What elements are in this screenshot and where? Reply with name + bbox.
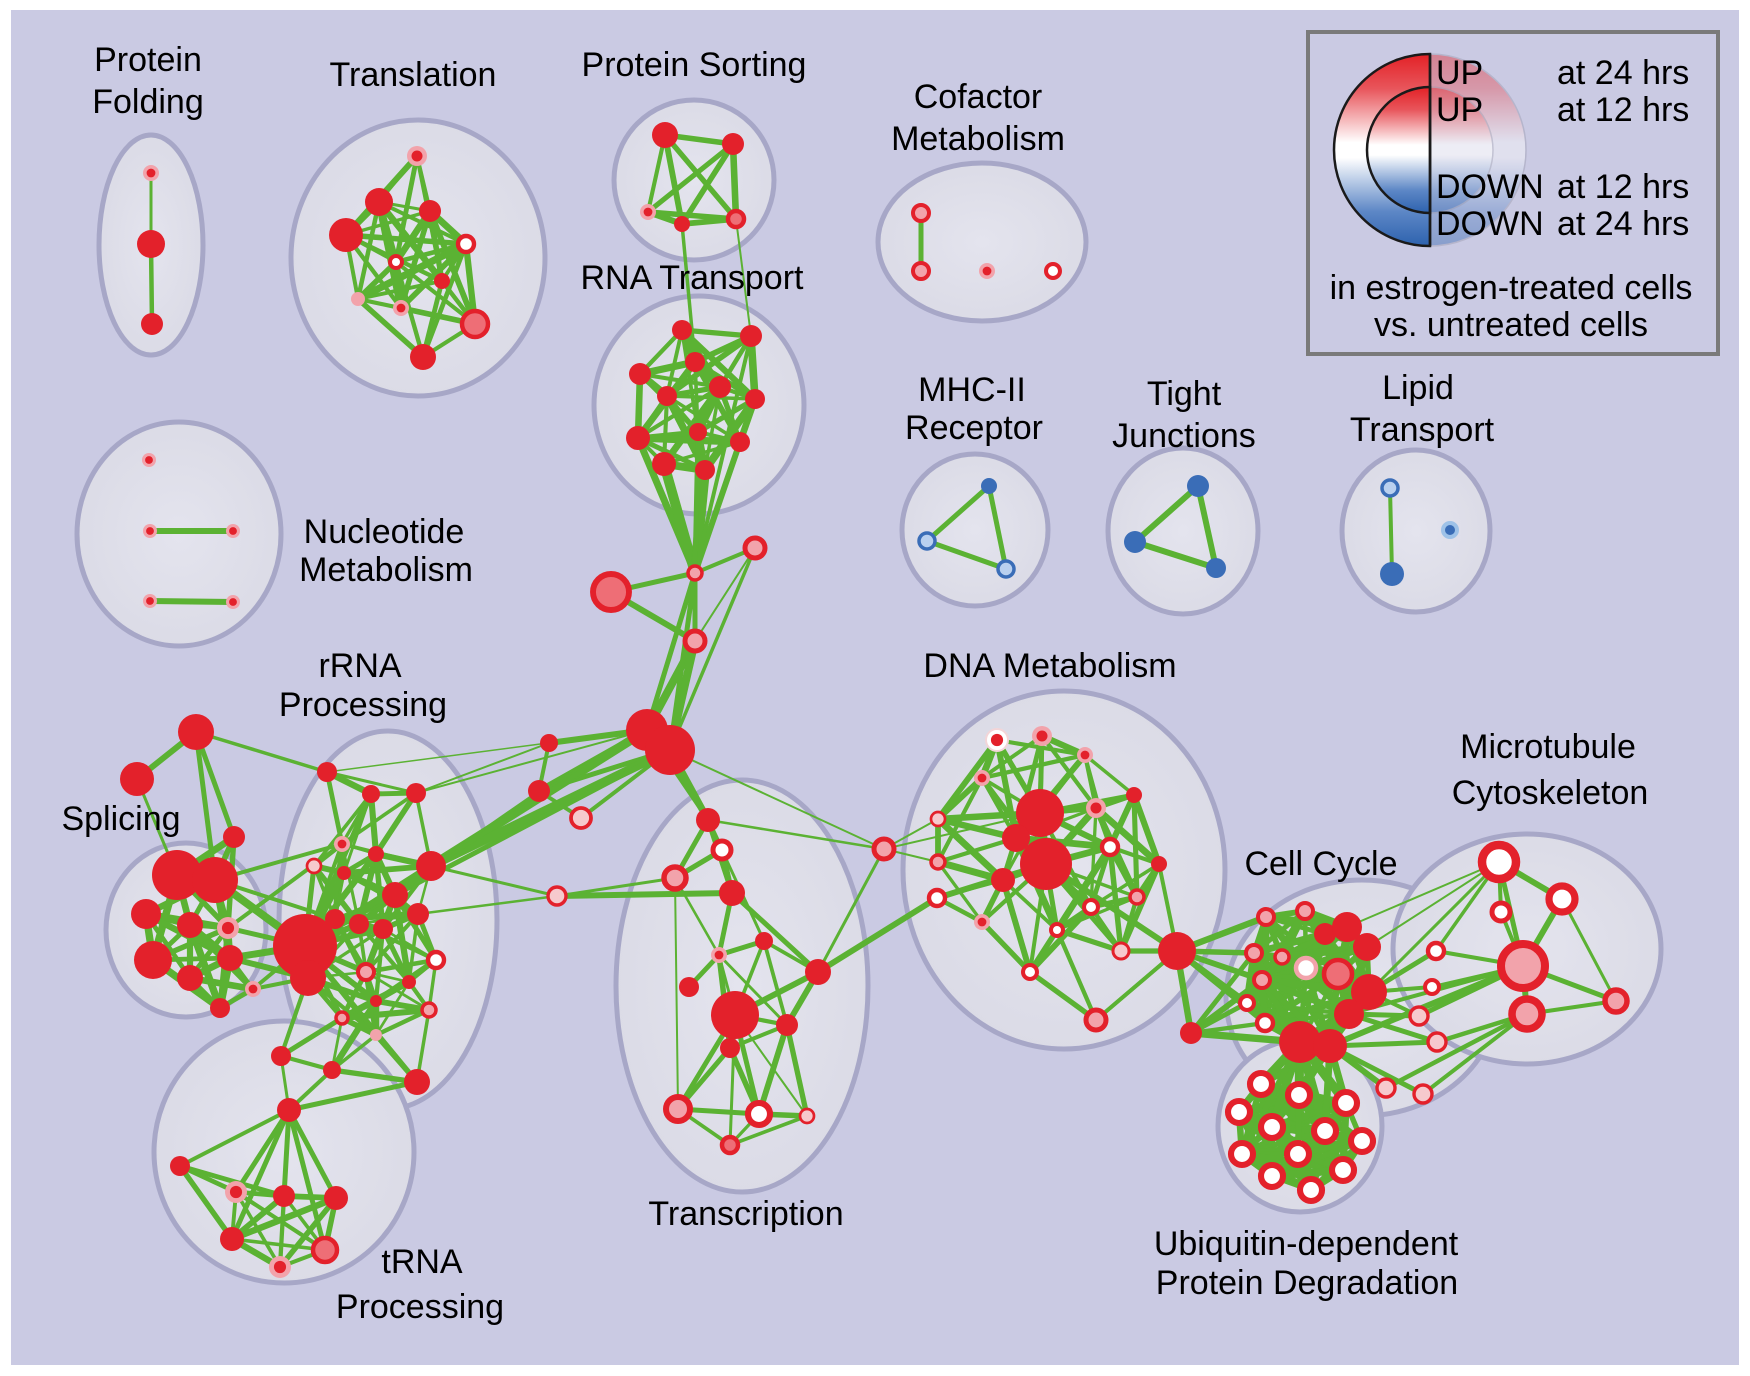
- svg-text:Tight: Tight: [1147, 375, 1222, 413]
- svg-text:Receptor: Receptor: [905, 409, 1043, 447]
- svg-text:at 12 hrs: at 12 hrs: [1557, 168, 1689, 206]
- svg-text:Protein Sorting: Protein Sorting: [582, 46, 807, 84]
- svg-text:at 24 hrs: at 24 hrs: [1557, 205, 1689, 243]
- svg-text:Protein Degradation: Protein Degradation: [1156, 1264, 1458, 1302]
- svg-text:tRNA: tRNA: [381, 1243, 463, 1281]
- svg-text:Microtubule: Microtubule: [1460, 728, 1636, 766]
- svg-text:Transport: Transport: [1350, 411, 1495, 449]
- svg-text:Cell Cycle: Cell Cycle: [1244, 845, 1397, 883]
- svg-text:DOWN: DOWN: [1436, 205, 1544, 243]
- svg-text:rRNA: rRNA: [318, 647, 401, 685]
- svg-text:Lipid: Lipid: [1382, 369, 1454, 407]
- svg-text:Cofactor: Cofactor: [914, 78, 1043, 116]
- svg-text:Ubiquitin-dependent: Ubiquitin-dependent: [1154, 1225, 1459, 1263]
- svg-text:MHC-II: MHC-II: [918, 371, 1026, 409]
- svg-text:RNA Transport: RNA Transport: [581, 259, 805, 297]
- svg-text:Processing: Processing: [279, 686, 447, 724]
- svg-text:Translation: Translation: [330, 56, 497, 94]
- svg-text:Protein: Protein: [94, 41, 202, 79]
- svg-text:Splicing: Splicing: [61, 800, 180, 838]
- svg-text:Transcription: Transcription: [648, 1195, 843, 1233]
- svg-text:Nucleotide: Nucleotide: [304, 513, 465, 551]
- svg-text:UP: UP: [1436, 54, 1483, 92]
- svg-text:Junctions: Junctions: [1112, 417, 1256, 455]
- svg-text:Cytoskeleton: Cytoskeleton: [1452, 774, 1649, 812]
- svg-text:DOWN: DOWN: [1436, 168, 1544, 206]
- svg-text:Metabolism: Metabolism: [891, 120, 1065, 158]
- svg-text:at 12 hrs: at 12 hrs: [1557, 91, 1689, 129]
- svg-text:UP: UP: [1436, 91, 1483, 129]
- svg-text:Processing: Processing: [336, 1288, 504, 1326]
- svg-text:at 24 hrs: at 24 hrs: [1557, 54, 1689, 92]
- svg-text:in estrogen-treated cells: in estrogen-treated cells: [1330, 269, 1693, 307]
- svg-text:DNA Metabolism: DNA Metabolism: [923, 647, 1176, 685]
- svg-text:Folding: Folding: [92, 83, 204, 121]
- svg-text:vs. untreated cells: vs. untreated cells: [1374, 306, 1648, 344]
- svg-text:Metabolism: Metabolism: [299, 551, 473, 589]
